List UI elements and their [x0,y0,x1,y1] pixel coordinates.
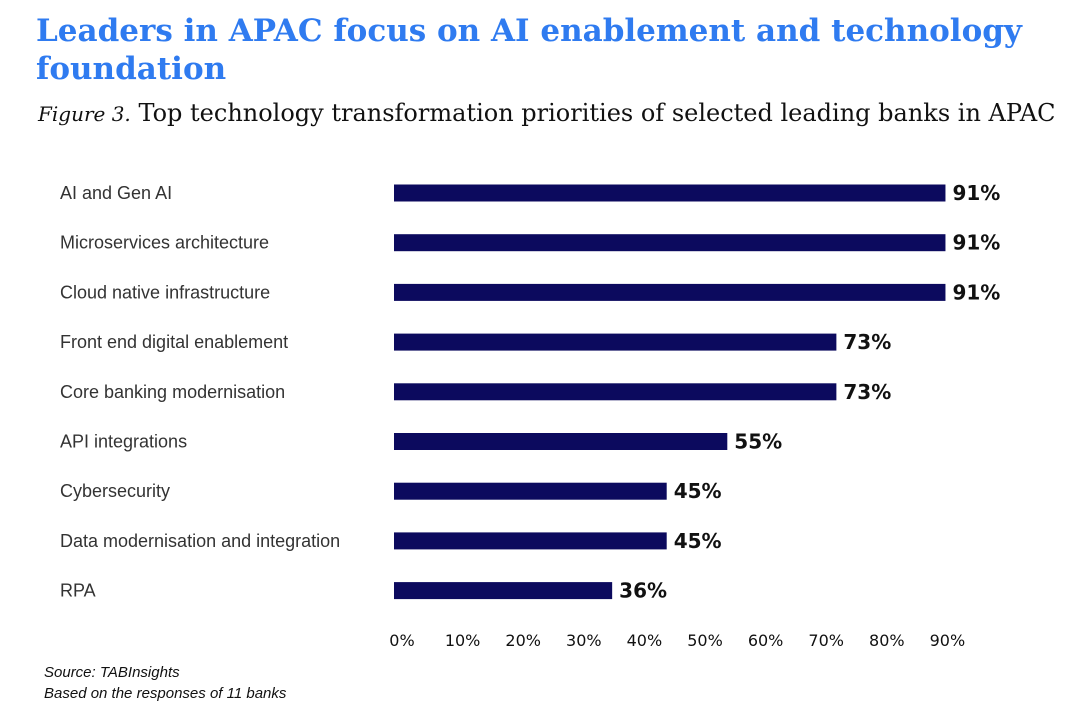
bar [394,482,667,500]
x-tick-label: 80% [869,631,905,650]
data-label: 91% [952,181,1000,205]
bar [394,582,613,600]
bar [394,234,946,252]
category-label: Front end digital enablement [60,332,288,352]
data-label: 73% [843,330,891,354]
x-tick-label: 10% [445,631,481,650]
bar [394,433,728,450]
x-tick-label: 40% [627,631,663,650]
bar [394,383,837,401]
data-label: 55% [734,430,782,454]
x-tick-label: 50% [687,631,723,650]
category-label: RPA [60,581,96,601]
figure-title: Figure 3. Top technology transformation … [38,98,1058,129]
bar-chart: AI and Gen AI 91% Microservices architectu… [60,181,1000,650]
source-note: Source: TABInsights Based on the respons… [44,662,286,704]
x-tick-label: 0% [389,631,414,650]
x-tick-label: 90% [930,631,966,650]
category-label: AI and Gen AI [60,183,172,203]
bar [394,184,946,202]
data-label: 36% [619,579,667,603]
sample-note: Based on the responses of 11 banks [44,685,287,702]
category-label: Microservices architecture [60,233,269,253]
category-label: Core banking modernisation [60,382,285,402]
x-tick-label: 60% [748,631,784,650]
data-label: 91% [952,280,1000,304]
headline: Leaders in APAC focus on AI enablement a… [36,13,1022,87]
x-tick-label: 70% [808,631,844,650]
bar [394,283,946,301]
category-label: Cloud native infrastructure [60,282,270,302]
category-label: API integrations [60,432,187,452]
figure-title-text: Top technology transformation priorities… [138,99,1056,127]
data-label: 45% [674,529,722,553]
data-label: 45% [674,479,722,503]
bar [394,532,667,550]
category-label: Cybersecurity [60,481,170,501]
x-tick-label: 20% [505,631,541,650]
bar [394,333,837,351]
figure-label: Figure 3. [38,102,131,126]
source-line: Source: TABInsights [44,664,180,681]
x-tick-label: 30% [566,631,602,650]
category-label: Data modernisation and integration [60,531,340,551]
data-label: 73% [843,380,891,404]
data-label: 91% [952,231,1000,255]
